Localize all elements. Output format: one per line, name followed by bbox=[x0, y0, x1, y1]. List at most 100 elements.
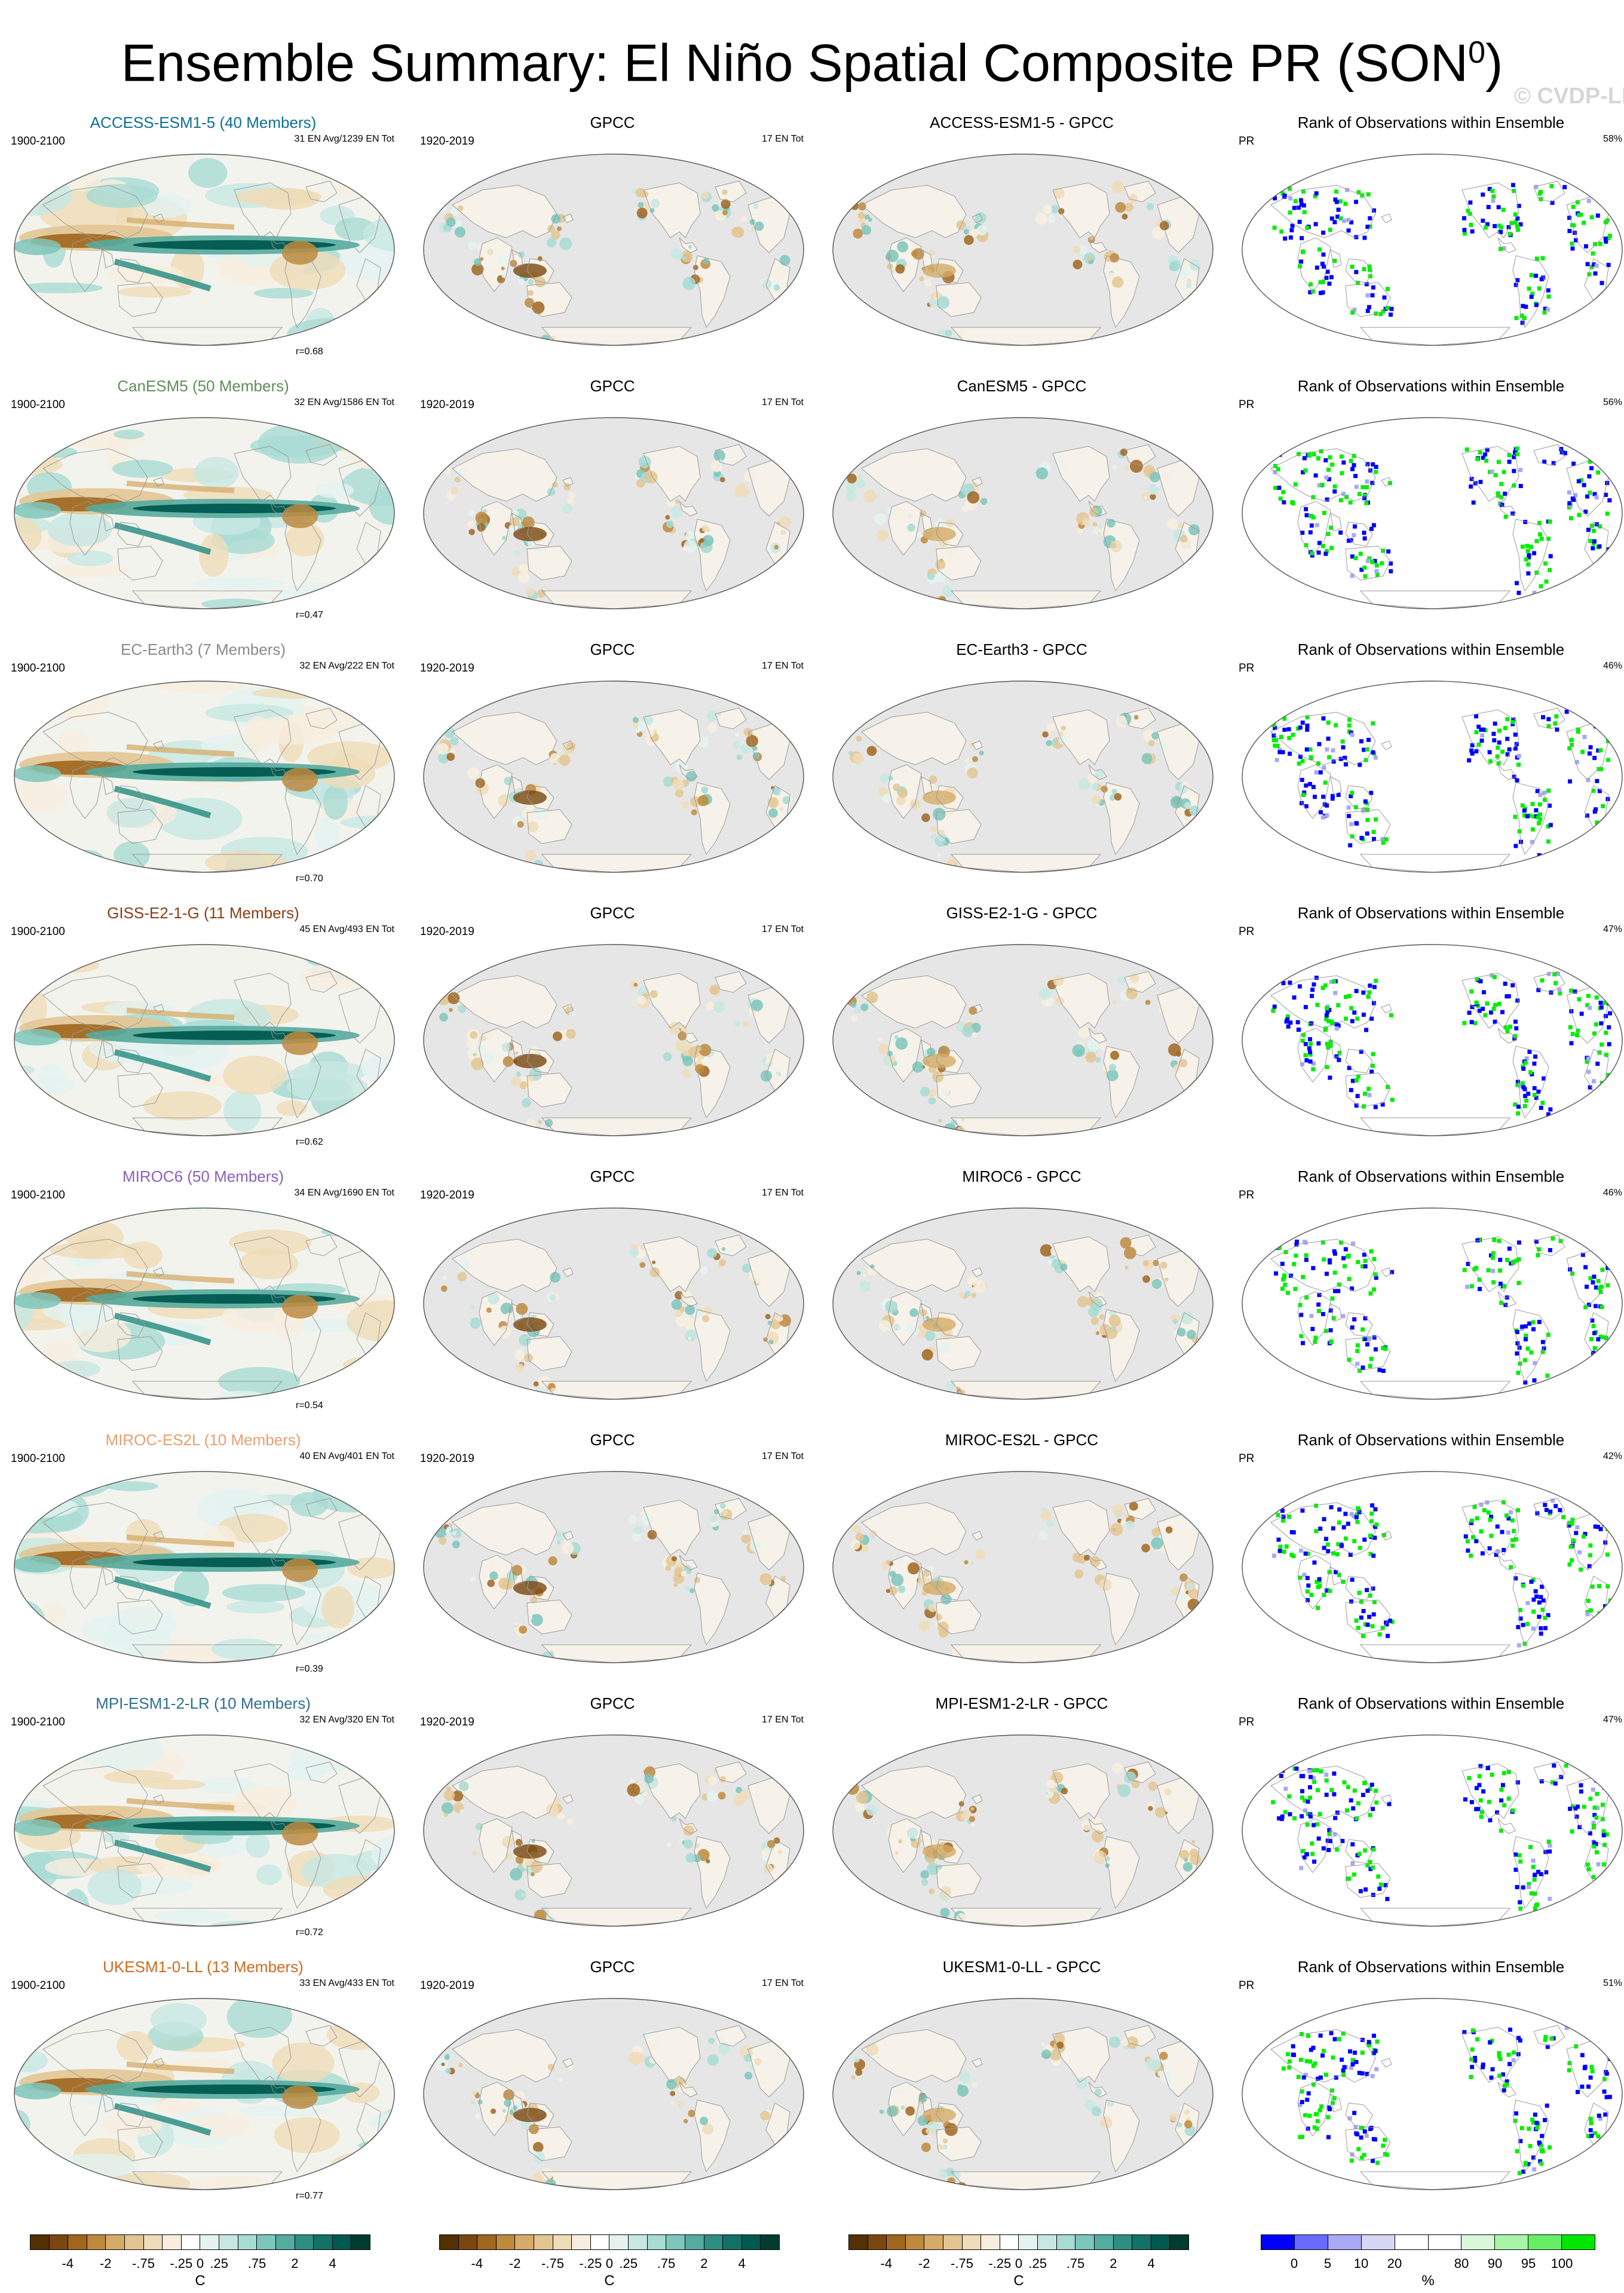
model-title: MIROC-ES2L (10 Members) bbox=[105, 1431, 301, 1449]
colorbar-tick-label: 0 bbox=[605, 2256, 614, 2271]
obs-years-label: 1920-2019 bbox=[420, 398, 474, 411]
colorbar-unit-label: C bbox=[195, 2273, 206, 2289]
colorbar-tick-label: 0 bbox=[196, 2256, 204, 2271]
obs-map bbox=[423, 1734, 804, 1927]
colorbar-swatch bbox=[868, 2235, 887, 2249]
obs-map bbox=[423, 944, 804, 1136]
obs-event-count-label: 17 EN Tot bbox=[762, 134, 804, 144]
pattern-correlation-label: r=0.72 bbox=[296, 1927, 323, 1938]
pattern-correlation-label: r=0.62 bbox=[296, 1137, 323, 1147]
diff-map bbox=[832, 417, 1214, 609]
model-years-label: 1900-2100 bbox=[11, 1716, 65, 1728]
panel-diff-row-8: UKESM1-0-LL - GPCC bbox=[819, 1958, 1225, 2221]
colorbar-swatch bbox=[647, 2235, 667, 2249]
colorbar-swatch bbox=[572, 2235, 591, 2249]
rank-title: Rank of Observations within Ensemble bbox=[1297, 1167, 1565, 1185]
event-count-label: 45 EN Avg/493 EN Tot bbox=[299, 924, 394, 934]
colorbar-tick-label: 20 bbox=[1387, 2256, 1402, 2271]
colorbar-tick-label: .75 bbox=[247, 2256, 266, 2271]
panel-diff-row-2: CanESM5 - GPCC bbox=[819, 377, 1225, 640]
colorbar-swatch bbox=[1038, 2235, 1057, 2249]
panel-obs-row-2: GPCC 1920-2019 17 EN Tot bbox=[409, 377, 816, 640]
difference-title: EC-Earth3 - GPCC bbox=[956, 640, 1087, 658]
colorbar-swatch bbox=[1261, 2235, 1295, 2249]
panel-obs-row-1: GPCC 1920-2019 17 EN Tot bbox=[409, 114, 816, 376]
variable-label: PR bbox=[1239, 1979, 1255, 1992]
pattern-correlation-label: r=0.54 bbox=[296, 1400, 323, 1411]
title-superscript: 0 bbox=[1468, 35, 1486, 70]
colorbar-tick-label: 2 bbox=[1110, 2256, 1117, 2271]
colorbar-difference: -4 -2 -.75 -.25 0 .25 .75 2 4 C bbox=[848, 2234, 1189, 2289]
colorbar-swatch bbox=[962, 2235, 982, 2249]
colorbar-tick-label: .25 bbox=[210, 2256, 228, 2271]
panel-obs-row-7: GPCC 1920-2019 17 EN Tot bbox=[409, 1694, 816, 1957]
colorbar-swatch bbox=[1132, 2235, 1151, 2249]
event-count-label: 34 EN Avg/1690 EN Tot bbox=[294, 1188, 394, 1198]
colorbar-swatch bbox=[609, 2235, 629, 2249]
model-map bbox=[14, 1207, 395, 1400]
obs-event-count-label: 17 EN Tot bbox=[762, 1188, 804, 1198]
colorbar-swatch bbox=[887, 2235, 906, 2249]
colorbar-swatch bbox=[1094, 2235, 1114, 2249]
colorbar-tick-label: 100 bbox=[1551, 2256, 1573, 2271]
panel-obs-row-5: GPCC 1920-2019 17 EN Tot bbox=[409, 1167, 816, 1430]
obs-event-count-label: 17 EN Tot bbox=[762, 397, 804, 407]
panel-rank-row-4: Rank of Observations within Ensemble PR 47… bbox=[1228, 904, 1624, 1167]
rank-map bbox=[1242, 1471, 1623, 1663]
colorbar-tick-label: 0 bbox=[1290, 2256, 1298, 2271]
colorbar-tick-label: .75 bbox=[1066, 2256, 1085, 2271]
colorbar-tick-label: 95 bbox=[1521, 2256, 1536, 2271]
model-map bbox=[14, 1471, 395, 1663]
variable-label: PR bbox=[1239, 1716, 1255, 1728]
colorbar-swatch bbox=[30, 2235, 50, 2249]
difference-title: MIROC-ES2L - GPCC bbox=[945, 1431, 1099, 1449]
colorbar-tick-label: 2 bbox=[700, 2256, 708, 2271]
variable-label: PR bbox=[1239, 925, 1255, 938]
model-title: EC-Earth3 (7 Members) bbox=[121, 640, 286, 658]
colorbar-swatch bbox=[1395, 2235, 1429, 2249]
rank-title: Rank of Observations within Ensemble bbox=[1297, 1694, 1565, 1712]
colorbar-swatch bbox=[849, 2235, 868, 2249]
colorbar-swatch bbox=[943, 2235, 963, 2249]
colorbar-swatch bbox=[981, 2235, 1000, 2249]
colorbar-tick-label: 0 bbox=[1015, 2256, 1023, 2271]
model-years-label: 1900-2100 bbox=[11, 1452, 65, 1465]
colorbar-swatch bbox=[477, 2235, 497, 2249]
obs-map bbox=[423, 417, 804, 609]
colorbar-swatch bbox=[1528, 2235, 1562, 2249]
model-map bbox=[14, 417, 395, 609]
colorbar-swatch bbox=[1495, 2235, 1529, 2249]
model-years-label: 1900-2100 bbox=[11, 1979, 65, 1992]
panel-model-row-3: EC-Earth3 (7 Members) 1900-2100 32 EN Avg/… bbox=[0, 640, 406, 903]
model-title: CanESM5 (50 Members) bbox=[117, 377, 289, 395]
colorbar-swatch bbox=[440, 2235, 459, 2249]
model-title: MPI-ESM1-2-LR (10 Members) bbox=[96, 1694, 311, 1712]
panel-model-row-1: ACCESS-ESM1-5 (40 Members) 1900-2100 31 EN… bbox=[0, 114, 406, 376]
colorbar-swatch bbox=[163, 2235, 182, 2249]
colorbar-tick-label: -4 bbox=[471, 2256, 483, 2271]
obs-years-label: 1920-2019 bbox=[420, 925, 474, 938]
title-text: Ensemble Summary: El Niño Spatial Compos… bbox=[121, 33, 1469, 93]
model-years-label: 1900-2100 bbox=[11, 398, 65, 411]
colorbar-swatch bbox=[629, 2235, 648, 2249]
colorbar-swatch bbox=[275, 2235, 295, 2249]
colorbar-swatch bbox=[905, 2235, 925, 2249]
panel-rank-row-2: Rank of Observations within Ensemble PR 56… bbox=[1228, 377, 1624, 640]
model-map bbox=[14, 1734, 395, 1927]
obs-years-label: 1920-2019 bbox=[420, 662, 474, 675]
colorbar-swatch bbox=[49, 2235, 69, 2249]
rank-title: Rank of Observations within Ensemble bbox=[1297, 904, 1565, 922]
diff-map bbox=[832, 1734, 1214, 1927]
obs-event-count-label: 17 EN Tot bbox=[762, 1715, 804, 1725]
panel-rank-row-7: Rank of Observations within Ensemble PR 47… bbox=[1228, 1694, 1624, 1957]
model-title: GISS-E2-1-G (11 Members) bbox=[107, 904, 299, 922]
pattern-correlation-label: r=0.70 bbox=[296, 873, 323, 884]
colorbar-tick-label: -.25 bbox=[579, 2256, 602, 2271]
difference-title: MIROC6 - GPCC bbox=[962, 1167, 1081, 1185]
model-map bbox=[14, 154, 395, 346]
panel-model-row-8: UKESM1-0-LL (13 Members) 1900-2100 33 EN A… bbox=[0, 1958, 406, 2221]
obs-event-count-label: 17 EN Tot bbox=[762, 1451, 804, 1461]
panel-rank-row-8: Rank of Observations within Ensemble PR 51… bbox=[1228, 1958, 1624, 2221]
colorbar-swatch bbox=[1562, 2235, 1595, 2249]
model-map bbox=[14, 944, 395, 1136]
